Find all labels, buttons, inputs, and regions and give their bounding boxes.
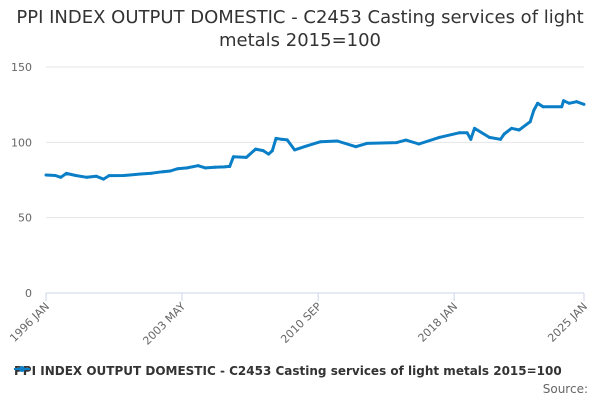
- data-point: [510, 126, 514, 130]
- data-point: [280, 137, 284, 141]
- data-point: [305, 144, 309, 148]
- data-point: [59, 175, 63, 179]
- data-point: [335, 139, 339, 143]
- data-point: [536, 101, 540, 105]
- data-point: [469, 137, 473, 141]
- data-point: [44, 173, 48, 177]
- data-point: [582, 102, 586, 106]
- data-point: [395, 141, 399, 145]
- data-point: [541, 105, 545, 109]
- x-tick-label: 2003 MAY: [140, 300, 188, 348]
- data-point: [270, 149, 274, 153]
- data-point: [176, 167, 180, 171]
- data-point: [94, 174, 98, 178]
- data-point: [102, 177, 106, 181]
- x-tick-label: 2018 JAN: [416, 300, 461, 345]
- data-point: [228, 164, 232, 168]
- x-tick-label: 2025 JAN: [545, 300, 590, 345]
- data-point: [122, 173, 126, 177]
- data-point: [528, 120, 532, 124]
- data-point: [502, 132, 506, 136]
- data-point: [168, 169, 172, 173]
- source-label: Source:: [542, 382, 588, 396]
- data-point: [487, 135, 491, 139]
- data-point: [161, 170, 165, 174]
- data-point: [417, 142, 421, 146]
- data-point: [575, 100, 579, 104]
- data-point: [567, 101, 571, 105]
- series-line: [45, 99, 585, 181]
- data-point: [196, 164, 200, 168]
- data-point: [64, 171, 68, 175]
- y-tick-label: 50: [18, 212, 32, 225]
- y-tick-label: 150: [11, 61, 32, 74]
- data-point: [85, 175, 89, 179]
- data-point: [499, 137, 503, 141]
- data-point: [285, 138, 289, 142]
- data-point: [107, 174, 111, 178]
- data-point: [293, 148, 297, 152]
- data-point: [139, 172, 143, 176]
- data-point: [354, 145, 358, 149]
- data-point: [231, 155, 235, 159]
- data-point: [532, 108, 536, 112]
- data-point: [254, 147, 258, 151]
- data-point: [53, 173, 57, 177]
- x-tick-label: 1996 JAN: [7, 300, 52, 345]
- data-point: [562, 99, 566, 103]
- data-point: [267, 152, 271, 156]
- data-point: [437, 135, 441, 139]
- data-point: [74, 173, 78, 177]
- legend-label: PPI INDEX OUTPUT DOMESTIC - C2453 Castin…: [14, 364, 562, 378]
- data-point: [150, 171, 154, 175]
- data-point: [465, 131, 469, 135]
- data-point: [261, 149, 265, 153]
- data-point: [560, 105, 564, 109]
- data-point: [458, 131, 462, 135]
- data-point: [404, 138, 408, 142]
- data-point: [222, 165, 226, 169]
- data-point: [365, 141, 369, 145]
- data-point: [274, 136, 278, 140]
- data-point: [244, 155, 248, 159]
- legend-line-marker-icon: [14, 366, 30, 372]
- data-point: [473, 126, 477, 130]
- data-point: [213, 165, 217, 169]
- data-point: [319, 140, 323, 144]
- data-point: [517, 128, 521, 132]
- chart-title: PPI INDEX OUTPUT DOMESTIC - C2453 Castin…: [16, 7, 584, 51]
- x-tick-label: 2010 SEP: [278, 300, 324, 346]
- data-point: [204, 166, 208, 170]
- y-tick-label: 0: [25, 287, 32, 300]
- y-tick-label: 100: [11, 136, 32, 149]
- data-point: [185, 166, 189, 170]
- legend-item[interactable]: PPI INDEX OUTPUT DOMESTIC - C2453 Castin…: [14, 364, 562, 378]
